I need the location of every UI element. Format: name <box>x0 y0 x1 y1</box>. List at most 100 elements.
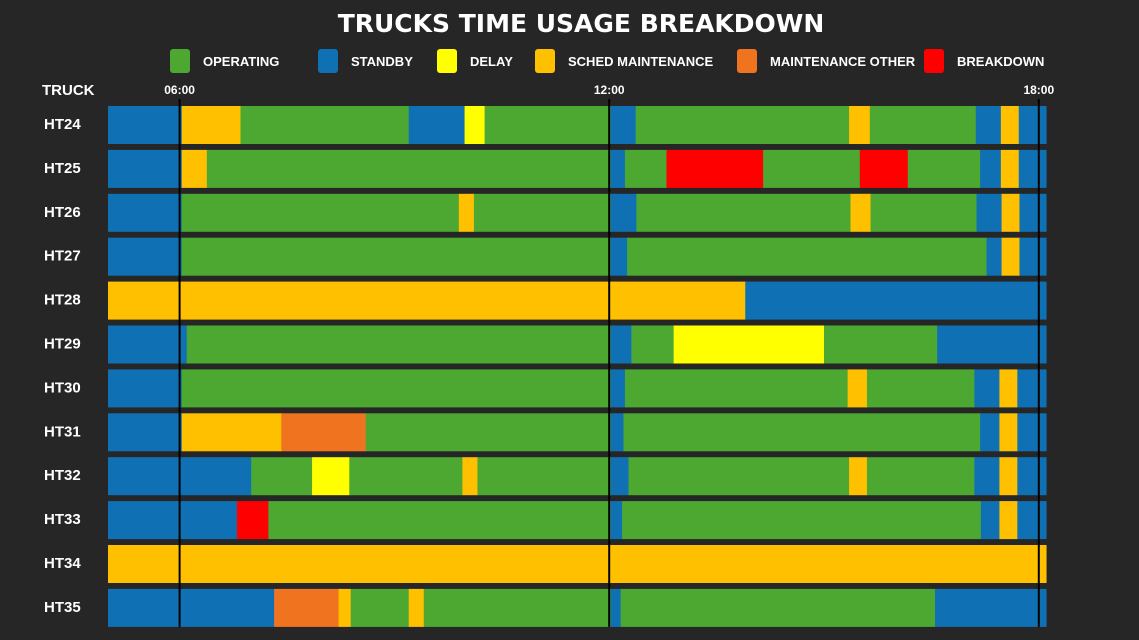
segment-operating <box>181 193 460 232</box>
legend-swatch-standby <box>318 49 338 73</box>
segment-sched <box>999 457 1018 496</box>
segment-standby <box>108 325 188 364</box>
truck-rows: HT24 HT25 HT26 HT27 HT28 HT29 HT30 HT31 HT32 HT33… <box>44 106 1047 627</box>
segment-standby <box>108 237 183 276</box>
truck-label: HT32 <box>44 467 81 484</box>
truck-label: HT28 <box>44 292 81 309</box>
segment-standby <box>980 501 1001 540</box>
segment-sched <box>999 413 1018 452</box>
segment-sched <box>408 588 425 627</box>
segment-operating <box>350 588 410 627</box>
segment-standby <box>1017 413 1047 452</box>
segment-sched <box>462 457 479 496</box>
segment-operating <box>824 325 938 364</box>
segment-standby <box>1019 193 1047 232</box>
legend-label-breakdown: BREAKDOWN <box>957 54 1044 69</box>
segment-standby <box>610 369 626 408</box>
row-ht35: HT35 <box>44 588 1047 627</box>
segment-operating <box>349 457 464 496</box>
segment-operating <box>181 369 612 408</box>
segment-standby <box>610 237 628 276</box>
truck-label: HT31 <box>44 423 81 440</box>
segment-sched <box>108 545 1047 583</box>
tick-label: 18:00 <box>1023 83 1054 97</box>
segment-standby <box>610 106 637 144</box>
segment-sched <box>850 193 872 232</box>
segment-sched <box>847 369 868 408</box>
truck-label: HT34 <box>44 555 81 572</box>
segment-operating <box>636 193 852 232</box>
segment-operating <box>628 457 850 496</box>
segment-operating <box>866 457 975 496</box>
legend-swatch-delay <box>437 49 457 73</box>
legend-item-sched: SCHED MAINTENANCE <box>535 49 714 73</box>
segment-standby <box>610 325 632 364</box>
segment-standby <box>974 457 1001 496</box>
segment-standby <box>1017 369 1047 408</box>
segment-sched <box>999 369 1018 408</box>
segment-standby <box>1019 237 1047 276</box>
segment-sched <box>1001 237 1021 276</box>
segment-operating <box>624 149 668 188</box>
truck-label: HT24 <box>44 116 81 133</box>
legend-swatch-operating <box>170 49 190 73</box>
truck-label: HT25 <box>44 160 81 177</box>
segment-operating <box>635 106 850 144</box>
segment-sched <box>181 149 208 188</box>
legend-label-delay: DELAY <box>470 54 513 69</box>
segment-standby <box>934 588 1047 627</box>
segment-sched <box>1000 149 1020 188</box>
legend-label-maint_other: MAINTENANCE OTHER <box>770 54 916 69</box>
segment-delay <box>464 106 486 144</box>
segment-standby <box>937 325 1047 364</box>
truck-label: HT29 <box>44 336 81 353</box>
segment-sched <box>849 457 868 496</box>
segment-operating <box>365 413 612 452</box>
segment-standby <box>1017 457 1047 496</box>
segment-standby <box>974 369 1001 408</box>
segment-breakdown <box>859 149 909 188</box>
segment-standby <box>108 413 183 452</box>
row-ht31: HT31 <box>44 413 1047 452</box>
row-ht26: HT26 <box>44 193 1047 232</box>
segment-sched <box>999 501 1018 540</box>
segment-operating <box>240 106 410 144</box>
row-ht25: HT25 <box>44 149 1047 188</box>
segment-standby <box>108 588 275 627</box>
legend-item-standby: STANDBY <box>318 49 413 73</box>
segment-sched <box>458 193 475 232</box>
segment-standby <box>108 106 183 144</box>
legend-label-sched: SCHED MAINTENANCE <box>568 54 714 69</box>
truck-label: HT30 <box>44 379 81 396</box>
segment-operating <box>186 325 612 364</box>
row-ht32: HT32 <box>44 457 1047 496</box>
segment-operating <box>907 149 981 188</box>
segment-standby <box>1017 501 1047 540</box>
segment-standby <box>408 106 466 144</box>
legend-item-maint_other: MAINTENANCE OTHER <box>737 49 916 73</box>
segment-breakdown <box>236 501 269 540</box>
segment-sched <box>849 106 871 144</box>
segment-standby <box>108 501 238 540</box>
segment-standby <box>108 193 183 232</box>
segment-standby <box>108 369 183 408</box>
segment-operating <box>622 501 982 540</box>
segment-operating <box>623 413 981 452</box>
row-ht27: HT27 <box>44 237 1047 276</box>
segment-sched <box>108 281 746 320</box>
tick-label: 06:00 <box>164 83 195 97</box>
segment-standby <box>108 149 183 188</box>
truck-label: HT27 <box>44 248 81 265</box>
segment-operating <box>423 588 612 627</box>
truck-column-header: TRUCK <box>42 82 95 99</box>
segment-delay <box>312 457 350 496</box>
segment-delay <box>673 325 825 364</box>
segment-sched <box>1000 106 1020 144</box>
time-reference-lines <box>178 99 1040 627</box>
segment-sched <box>181 413 282 452</box>
segment-operating <box>631 325 675 364</box>
segment-operating <box>870 193 978 232</box>
segment-operating <box>484 106 612 144</box>
legend-label-operating: OPERATING <box>203 54 279 69</box>
segment-standby <box>610 457 630 496</box>
